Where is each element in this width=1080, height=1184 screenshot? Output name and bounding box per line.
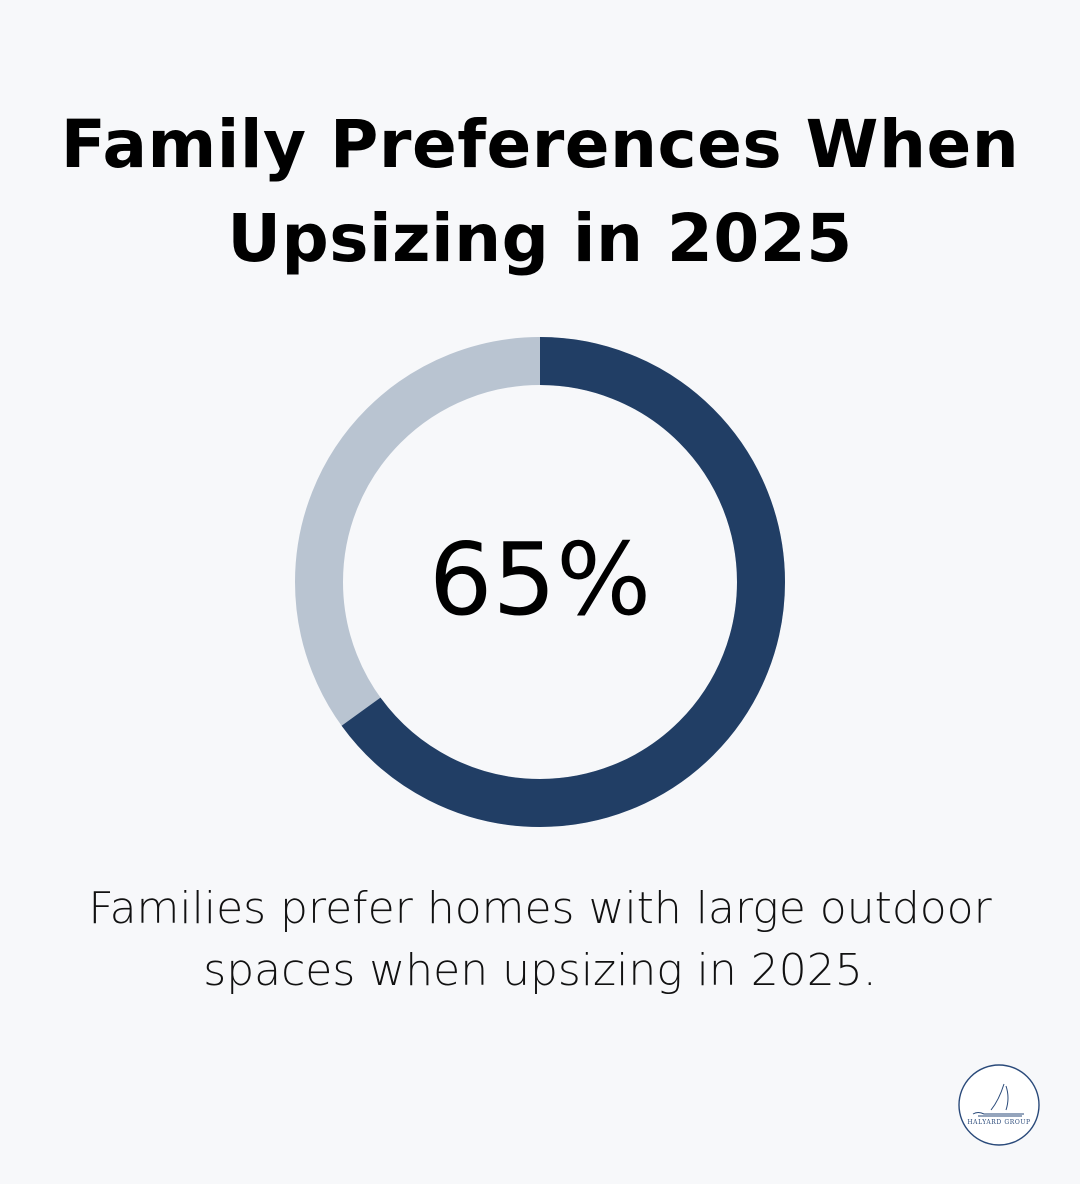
halyard-group-logo: HALYARD GROUP bbox=[958, 1064, 1040, 1146]
center-percentage: 65% bbox=[428, 521, 652, 638]
page-title: Family Preferences When Upsizing in 2025 bbox=[0, 98, 1080, 286]
logo-text: HALYARD GROUP bbox=[967, 1119, 1030, 1126]
donut-chart bbox=[290, 332, 790, 832]
title-line-1: Family Preferences When bbox=[60, 106, 1020, 183]
sailboat-icon bbox=[972, 1083, 1024, 1117]
title-line-2: Upsizing in 2025 bbox=[227, 200, 853, 277]
caption: Families prefer homes with large outdoor… bbox=[0, 878, 1080, 1002]
caption-line-2: spaces when upsizing in 2025. bbox=[203, 945, 877, 996]
donut-value-segment bbox=[295, 337, 785, 827]
caption-line-1: Families prefer homes with large outdoor bbox=[88, 883, 992, 934]
